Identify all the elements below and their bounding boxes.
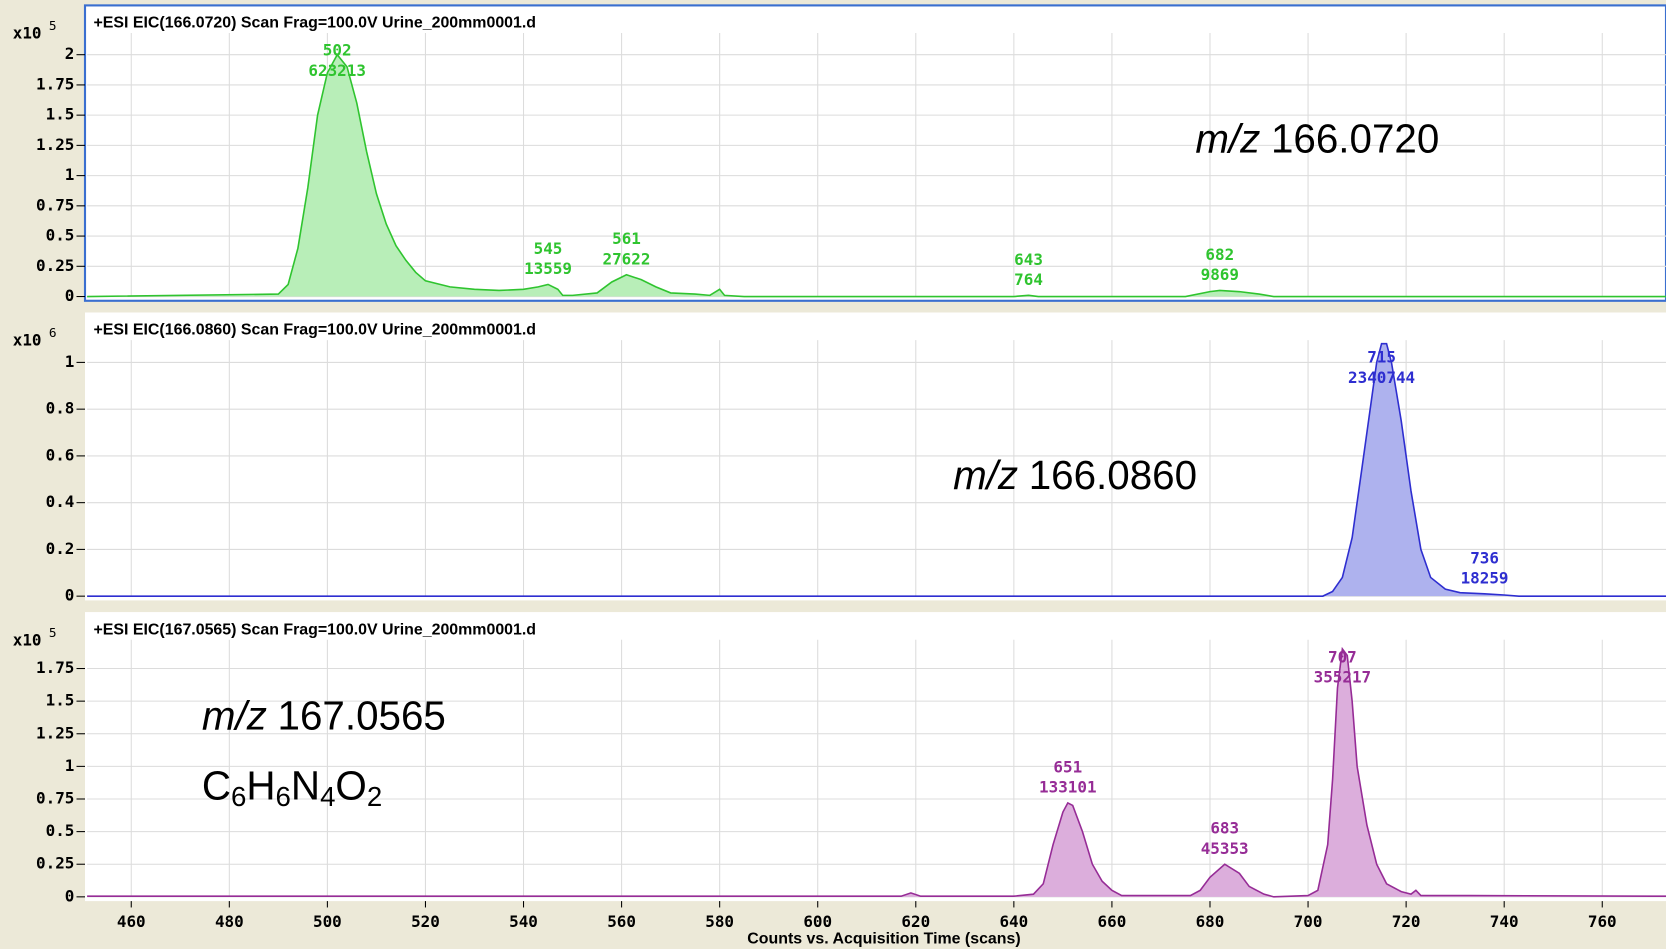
peak-scan-label: 682 <box>1205 245 1234 264</box>
y-tick-label: 0.25 <box>36 256 74 275</box>
peak-area-label: 2340744 <box>1348 368 1415 387</box>
y-tick-label: 1.5 <box>46 105 75 124</box>
peak-scan-label: 502 <box>323 41 352 60</box>
y-tick-label: 1.75 <box>36 74 74 93</box>
peak-area-label: 133101 <box>1039 778 1097 797</box>
x-tick-label: 760 <box>1588 912 1617 931</box>
plot-area <box>85 612 1666 902</box>
peak-scan-label: 715 <box>1367 348 1396 367</box>
x-tick-label: 460 <box>117 912 146 931</box>
x-axis-label: Counts vs. Acquisition Time (scans) <box>747 931 1020 948</box>
mz-italic: m/z <box>202 692 267 738</box>
mz-value: 167.0565 <box>278 692 446 738</box>
y-tick-label: 2 <box>65 44 75 63</box>
panel-title: +ESI EIC(166.0720) Scan Frag=100.0V Urin… <box>94 15 537 32</box>
peak-scan-label: 545 <box>534 239 563 258</box>
mz-italic: m/z <box>1195 115 1260 161</box>
y-tick-label: 1 <box>65 352 75 371</box>
formula: C6​H6​N4​O2​ <box>202 762 382 812</box>
formula-subscript: 6 <box>231 781 246 812</box>
mz-value: 166.0720 <box>1271 115 1439 161</box>
x-tick-label: 560 <box>607 912 636 931</box>
y-multiplier: x10 <box>13 331 42 350</box>
y-exponent: 6 <box>49 326 57 341</box>
x-tick-label: 540 <box>509 912 538 931</box>
x-tick-label: 580 <box>705 912 734 931</box>
formula-element: C <box>202 762 231 808</box>
y-tick-label: 0.4 <box>46 492 75 511</box>
y-tick-label: 0.25 <box>36 854 74 873</box>
y-tick-label: 1.5 <box>46 691 75 710</box>
mz-annotation: m/z 167.0565 <box>202 692 446 738</box>
trace-line <box>87 53 1666 298</box>
mz-annotation: m/z 166.0860 <box>953 452 1197 498</box>
formula-element: H <box>246 762 275 808</box>
peak-scan-label: 643 <box>1014 250 1043 269</box>
x-tick-label: 620 <box>901 912 930 931</box>
y-tick-label: 1.75 <box>36 658 74 677</box>
x-tick-label: 680 <box>1196 912 1225 931</box>
formula-element: N <box>291 762 320 808</box>
y-tick-label: 0.75 <box>36 195 74 214</box>
mz-annotation: m/z 166.0720 <box>1195 115 1439 161</box>
peak-area-label: 623213 <box>308 61 366 80</box>
peak-scan-label: 707 <box>1328 647 1357 666</box>
y-tick-label: 0 <box>65 886 75 905</box>
y-exponent: 5 <box>49 19 57 34</box>
peak-area-label: 27622 <box>603 249 651 268</box>
peak-area-label: 355217 <box>1314 667 1372 686</box>
x-tick-label: 600 <box>803 912 832 931</box>
peak-area-label: 13559 <box>524 259 572 278</box>
peak-area-label: 764 <box>1014 270 1043 289</box>
x-tick-label: 660 <box>1098 912 1127 931</box>
y-tick-label: 0.75 <box>36 788 74 807</box>
y-tick-label: 1 <box>65 165 75 184</box>
panel-title: +ESI EIC(166.0860) Scan Frag=100.0V Urin… <box>94 322 537 339</box>
y-tick-label: 0 <box>65 586 75 605</box>
x-tick-label: 640 <box>999 912 1028 931</box>
peak-scan-label: 651 <box>1053 757 1082 776</box>
x-tick-label: 500 <box>313 912 342 931</box>
peak-area-label: 18259 <box>1461 568 1509 587</box>
x-tick-label: 700 <box>1294 912 1323 931</box>
x-tick-label: 740 <box>1490 912 1519 931</box>
y-multiplier: x10 <box>13 630 42 649</box>
y-tick-label: 0.5 <box>46 821 75 840</box>
peak-scan-label: 736 <box>1470 548 1499 567</box>
trace-line <box>87 646 1666 898</box>
x-tick-label: 520 <box>411 912 440 931</box>
formula-element: O <box>335 762 366 808</box>
panel-title: +ESI EIC(167.0565) Scan Frag=100.0V Urin… <box>94 621 537 638</box>
y-tick-label: 1 <box>65 756 75 775</box>
y-multiplier: x10 <box>13 24 42 43</box>
y-tick-label: 1.25 <box>36 135 74 154</box>
y-tick-label: 0 <box>65 286 75 305</box>
x-tick-label: 720 <box>1392 912 1421 931</box>
peak-area-label: 9869 <box>1201 265 1239 284</box>
y-tick-label: 1.25 <box>36 723 74 742</box>
formula-subscript: 2 <box>367 781 382 812</box>
y-tick-label: 0.8 <box>46 399 75 418</box>
formula-subscript: 4 <box>320 781 335 812</box>
x-tick-label: 480 <box>215 912 244 931</box>
y-tick-label: 0.2 <box>46 539 75 558</box>
y-exponent: 5 <box>49 626 57 641</box>
peak-area-label: 45353 <box>1201 839 1249 858</box>
y-tick-label: 0.6 <box>46 445 75 464</box>
mz-value: 166.0860 <box>1029 452 1197 498</box>
formula-subscript: 6 <box>276 781 291 812</box>
mz-italic: m/z <box>953 452 1018 498</box>
peak-scan-label: 561 <box>612 229 641 248</box>
peak-scan-label: 683 <box>1210 819 1239 838</box>
trace-line <box>87 342 1666 597</box>
area <box>87 648 1666 897</box>
y-tick-label: 0.5 <box>46 226 75 245</box>
